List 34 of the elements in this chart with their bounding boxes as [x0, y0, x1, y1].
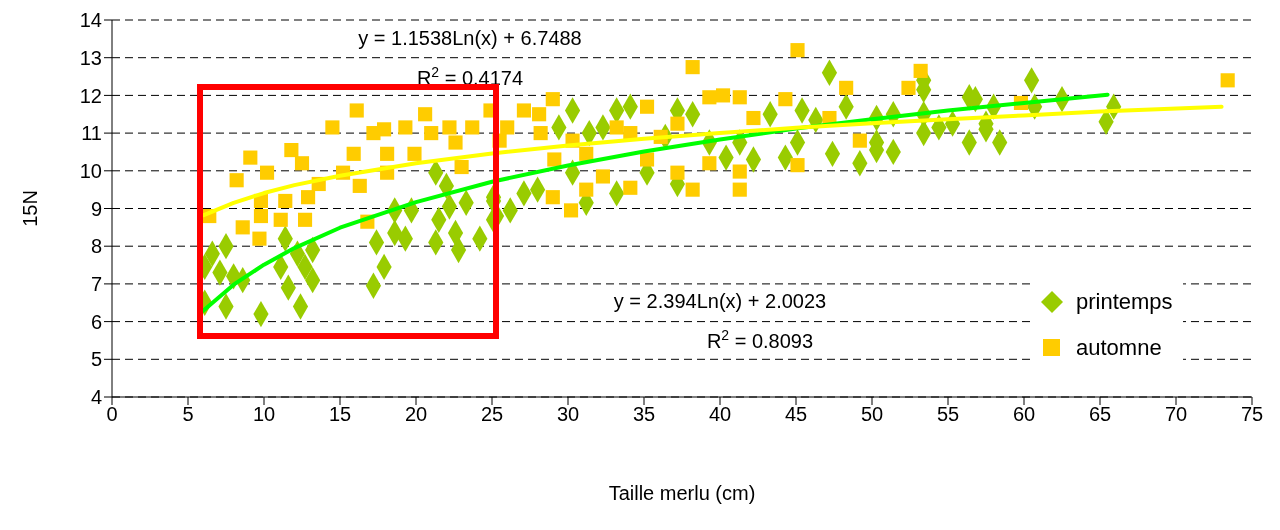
x-tick-label: 5 [182, 403, 194, 426]
y-tick-label: 5 [90, 348, 102, 371]
annotation: y = 1.1538Ln(x) + 6.7488 [358, 27, 582, 49]
x-tick-label: 10 [252, 403, 276, 426]
y-tick-label: 14 [79, 9, 102, 32]
legend-label: automne [1076, 335, 1162, 361]
legend-label: printemps [1076, 289, 1173, 315]
x-tick-label: 60 [1012, 403, 1036, 426]
x-tick-label: 15 [328, 403, 352, 426]
x-tick-label: 75 [1240, 403, 1264, 426]
x-tick-label: 70 [1164, 403, 1188, 426]
x-axis-title: Taille merlu (cm) [608, 482, 756, 504]
x-tick-label: 20 [404, 403, 428, 426]
y-tick-label: 12 [79, 84, 102, 107]
y-tick-label: 8 [90, 235, 102, 258]
x-tick-label: 55 [936, 403, 960, 426]
y-tick-label: 10 [79, 159, 102, 182]
x-tick-label: 50 [860, 403, 884, 426]
y-tick-label: 13 [79, 46, 102, 69]
x-tick-label: 25 [480, 403, 504, 426]
y-tick-label: 11 [81, 122, 102, 145]
x-tick-label: 35 [632, 403, 656, 426]
x-tick-label: 0 [106, 403, 118, 426]
x-tick-label: 65 [1088, 403, 1112, 426]
x-tick-label: 45 [784, 403, 808, 426]
y-axis-title: 15N [19, 190, 42, 227]
y-tick-label: 9 [90, 197, 102, 220]
annotation: R$^{2}$ = 0.8093 [706, 327, 814, 352]
y-tick-label: 4 [90, 386, 102, 409]
annotation: y = 2.394Ln(x) + 2.0023 [613, 290, 827, 312]
x-tick-label: 40 [708, 403, 732, 426]
y-tick-label: 6 [90, 310, 102, 333]
y-tick-label: 7 [90, 273, 102, 295]
x-tick-label: 30 [556, 403, 580, 426]
